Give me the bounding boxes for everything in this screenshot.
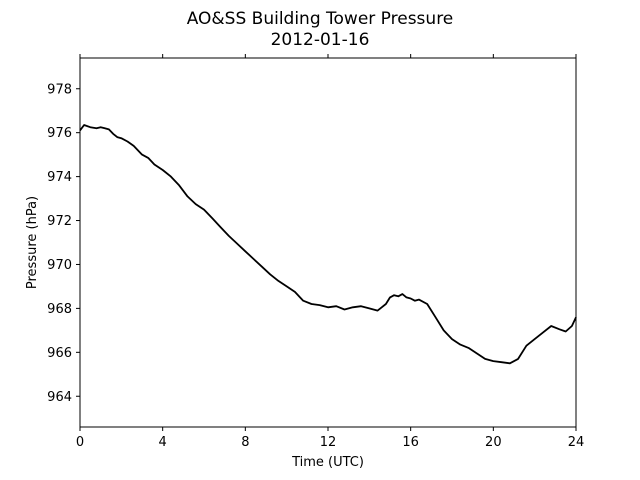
x-axis-label: Time (UTC) (291, 455, 364, 470)
y-axis: 964 966 968 970 972 974 976 978 (47, 82, 80, 405)
x-tick-label: 12 (320, 435, 337, 450)
chart-title: AO&SS Building Tower Pressure (187, 9, 454, 29)
series-layer (79, 124, 577, 365)
x-tick-label: 8 (241, 435, 249, 450)
x-tick-label: 24 (568, 435, 585, 450)
y-tick-label: 976 (47, 126, 72, 141)
y-axis-label: Pressure (hPa) (25, 196, 40, 289)
x-tick-label: 20 (485, 435, 502, 450)
y-tick-label: 974 (47, 170, 72, 185)
y-tick-label: 966 (47, 346, 72, 361)
x-tick-label: 4 (159, 435, 167, 450)
y-tick-label: 972 (47, 214, 72, 229)
y-tick-label: 970 (47, 258, 72, 273)
y-tick-label: 964 (47, 390, 72, 405)
plot-area (80, 58, 576, 427)
y-tick-label: 978 (47, 82, 72, 97)
x-tick-label: 16 (402, 435, 419, 450)
chart-subtitle: 2012-01-16 (271, 30, 370, 50)
x-tick-label: 0 (76, 435, 84, 450)
x-axis: 0 4 8 12 16 20 24 (76, 54, 584, 450)
y-tick-label: 968 (47, 302, 72, 317)
pressure-series-line (79, 124, 577, 365)
